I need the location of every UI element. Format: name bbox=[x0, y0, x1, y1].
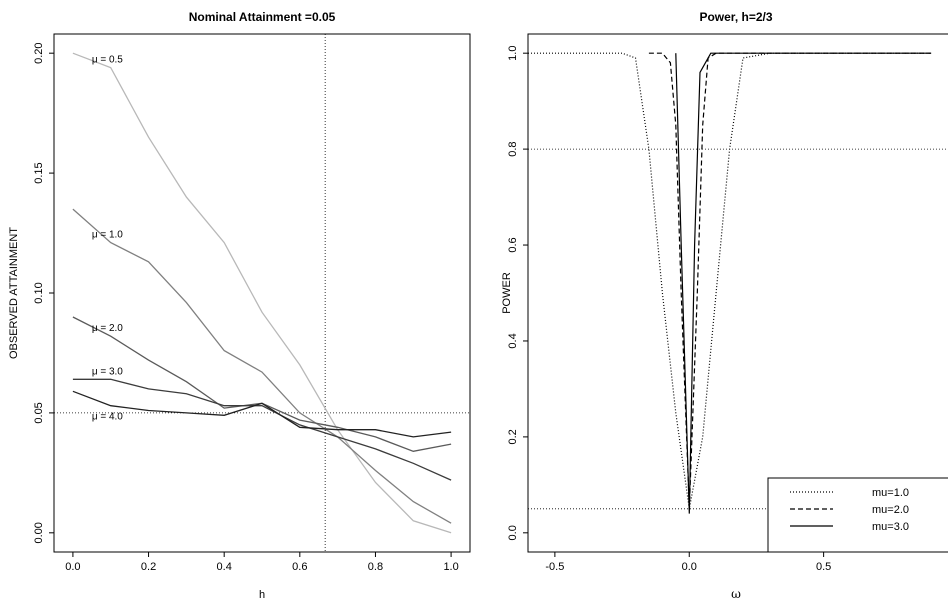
legend-label-mu=2.0: mu=2.0 bbox=[872, 504, 909, 516]
legend-label-mu=3.0: mu=3.0 bbox=[872, 521, 909, 533]
left-x-axis-label: h bbox=[259, 589, 265, 601]
series-label-2: μ = 2.0 bbox=[92, 323, 123, 334]
y-tick-label: 0.2 bbox=[507, 429, 519, 444]
x-tick-label: 0.5 bbox=[816, 561, 831, 573]
series-line-4 bbox=[72, 390, 452, 438]
right-chart-title: Power, h=2/3 bbox=[699, 10, 772, 24]
left-series-group bbox=[72, 52, 452, 534]
right-y-axis: 0.0 0.2 0.4 0.6 0.8 1.0 bbox=[507, 46, 528, 540]
y-tick-label: 0.20 bbox=[33, 42, 45, 63]
y-tick-label: 0.8 bbox=[507, 141, 519, 156]
series-line-0 bbox=[72, 52, 452, 534]
y-tick-label: 0.00 bbox=[33, 522, 45, 543]
right-panel: Power, h=2/3 -0.50.00.51.0 0.00.20.40.60… bbox=[501, 10, 948, 601]
x-tick-label: 1.0 bbox=[443, 561, 458, 573]
series-line-1 bbox=[72, 208, 452, 524]
y-tick-label: 0.05 bbox=[33, 402, 45, 423]
y-tick-label: 0.4 bbox=[507, 333, 519, 348]
series-line-3 bbox=[72, 378, 452, 481]
legend: mu=1.0 mu=2.0 mu=3.0 bbox=[767, 477, 948, 553]
x-tick-label: -0.5 bbox=[545, 561, 564, 573]
legend-entries: mu=1.0 mu=2.0 mu=3.0 bbox=[790, 487, 909, 533]
y-tick-label: 0.6 bbox=[507, 237, 519, 252]
x-tick-label: 0.4 bbox=[217, 561, 232, 573]
left-x-axis: 0.0 0.2 0.4 0.6 0.8 1.0 bbox=[65, 552, 459, 573]
left-y-axis-label: OBSERVED ATTAINMENT bbox=[8, 227, 20, 359]
y-tick-label: 0.15 bbox=[33, 162, 45, 183]
left-grid-lines bbox=[54, 34, 470, 552]
left-plot-frame bbox=[53, 33, 471, 553]
series-label-0: μ = 0.5 bbox=[92, 55, 123, 66]
legend-label-mu=1.0: mu=1.0 bbox=[872, 487, 909, 499]
power-curve-mu=3.0 bbox=[675, 52, 932, 514]
y-tick-label: 0.0 bbox=[507, 525, 519, 540]
series-label-1: μ = 1.0 bbox=[92, 230, 123, 241]
x-tick-label: 0.0 bbox=[682, 561, 697, 573]
y-tick-label: 1.0 bbox=[507, 46, 519, 61]
right-y-axis-label: POWER bbox=[501, 272, 513, 314]
right-x-axis: -0.50.00.51.0 bbox=[545, 552, 831, 573]
right-x-axis-label: ω bbox=[731, 587, 741, 601]
power-curve-mu=1.0 bbox=[528, 52, 932, 509]
x-tick-label: 0.2 bbox=[141, 561, 156, 573]
series-label-4: μ = 4.0 bbox=[92, 412, 123, 423]
left-series-labels: μ = 0.5 μ = 1.0 μ = 2.0 μ = 3.0 μ = 4.0 bbox=[92, 55, 123, 423]
left-y-axis: 0.00 0.05 0.10 0.15 0.20 bbox=[33, 42, 54, 544]
left-panel: Nominal Attainment =0.05 μ = 0.5μ = 1.0μ… bbox=[8, 10, 471, 601]
right-grid-lines bbox=[528, 148, 948, 510]
y-tick-label: 0.10 bbox=[33, 282, 45, 303]
x-tick-label: 0.8 bbox=[368, 561, 383, 573]
legend-box bbox=[767, 477, 948, 553]
series-label-3: μ = 3.0 bbox=[92, 366, 123, 377]
left-chart-title: Nominal Attainment =0.05 bbox=[189, 10, 336, 24]
x-tick-label: 0.6 bbox=[292, 561, 307, 573]
right-series-group bbox=[528, 52, 932, 514]
right-plot-frame bbox=[527, 33, 948, 553]
x-tick-label: 0.0 bbox=[65, 561, 80, 573]
